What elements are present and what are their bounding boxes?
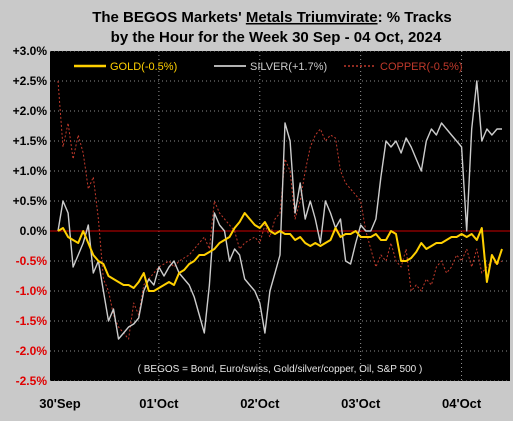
chart-title-prefix: The BEGOS Markets' (92, 9, 246, 26)
y-tick-label: +2.5% (13, 74, 48, 88)
y-tick-label: +2.0% (13, 104, 48, 118)
series-line-silver (57, 80, 502, 340)
legend-label-gold: GOLD(-0.5%) (110, 61, 177, 73)
x-axis-ticks: 30'Sep 01'Oct 02'Oct 03'Oct 04'Oct (39, 396, 482, 411)
y-tick-label: 0.0% (20, 224, 48, 238)
y-axis-ticks: +3.0% +2.5% +2.0% +1.5% +1.0% +0.5% 0.0% -0.5% -… (13, 44, 48, 388)
chart-title-line2: by the Hour for the Week 30 Sep - 04 Oct… (111, 29, 442, 46)
series-line-gold (57, 212, 503, 292)
y-tick-label: +0.5% (13, 194, 48, 208)
y-tick-label: -2.0% (16, 344, 48, 358)
chart-title-suffix: : % Tracks (378, 9, 452, 26)
y-tick-label: -0.5% (16, 254, 48, 268)
series-lines (57, 80, 503, 340)
y-tick-label: +3.0% (13, 44, 48, 58)
plot-area (50, 51, 510, 381)
chart-title-underlined: Metals Triumvirate (246, 9, 378, 26)
chart-title-line1: The BEGOS Markets' Metals Triumvirate: %… (92, 9, 452, 26)
x-tick-label: 03'Oct (341, 396, 381, 411)
y-tick-label: -1.0% (16, 284, 48, 298)
legend-label-silver: SILVER(+1.7%) (250, 61, 327, 73)
x-tick-label: 02'Oct (240, 396, 280, 411)
y-tick-label: +1.0% (13, 164, 48, 178)
y-tick-label: +1.5% (13, 134, 48, 148)
y-tick-label: -2.5% (16, 374, 48, 388)
series-line-copper (57, 80, 503, 340)
y-tick-label: -1.5% (16, 314, 48, 328)
x-tick-label: 01'Oct (139, 396, 179, 411)
x-tick-label: 04'Oct (442, 396, 482, 411)
legend: GOLD(-0.5%) SILVER(+1.7%) COPPER(-0.5%) (74, 61, 463, 73)
footnote: ( BEGOS = Bond, Euro/swiss, Gold/silver/… (138, 364, 423, 375)
legend-label-copper: COPPER(-0.5%) (380, 61, 463, 73)
x-tick-label: 30'Sep (39, 396, 80, 411)
